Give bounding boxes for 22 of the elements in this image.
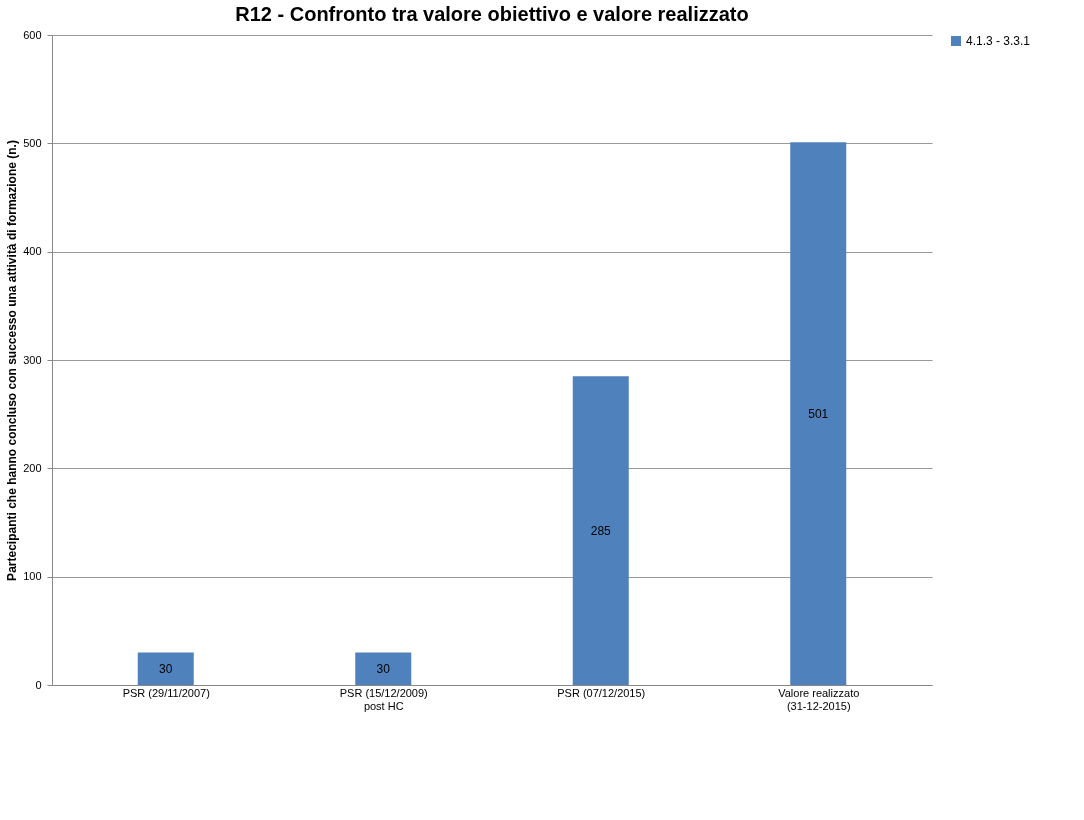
y-tick-label: 0: [35, 678, 42, 691]
y-tick-label: 600: [23, 28, 42, 41]
y-tick-label: 300: [23, 353, 42, 366]
y-tick-label: 200: [23, 461, 42, 474]
y-tick-label: 400: [23, 245, 42, 258]
y-axis-title: Partecipanti che hanno concluso con successo una attività di formazione (n.): [5, 140, 20, 581]
x-tick-label: PSR (15/12/2009) post HC: [339, 686, 428, 712]
data-label: 30: [159, 661, 173, 676]
y-tick-label: 100: [23, 570, 42, 583]
chart-title: R12 - Confronto tra valore obiettivo e valore realizzato: [235, 3, 749, 25]
bar: [572, 376, 629, 685]
data-label: 501: [808, 406, 829, 421]
bar: [355, 652, 412, 685]
x-tick-label: Valore realizzato (31-12-2015): [778, 686, 860, 712]
legend-label: 4.1.3 - 3.3.1: [966, 34, 1031, 48]
x-tick-label: PSR (29/11/2007): [122, 686, 210, 699]
bar: [137, 652, 194, 685]
data-label: 30: [376, 661, 391, 676]
y-tick-label: 500: [23, 136, 42, 149]
data-label: 285: [590, 523, 612, 538]
bar: [790, 142, 847, 685]
x-tick-label: PSR (07/12/2015): [557, 686, 646, 699]
